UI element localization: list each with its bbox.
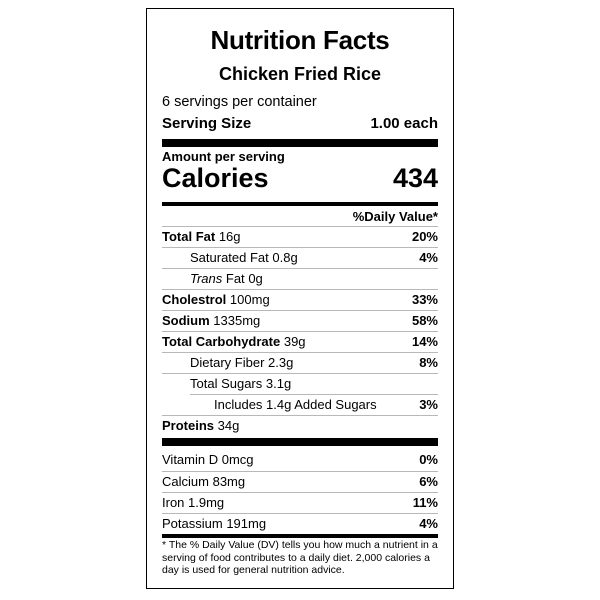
- row-divider: [162, 226, 438, 227]
- nutrient-row-added-sugars: Includes 1.4g Added Sugars 3%: [162, 394, 438, 415]
- nutrient-name: Trans: [190, 271, 223, 286]
- nutrient-dv: 3%: [419, 397, 438, 412]
- serving-size-value: 1.00 each: [370, 115, 438, 132]
- row-divider: [162, 415, 438, 416]
- vitamin-row-iron: Iron 1.9mg 11%: [162, 492, 438, 513]
- nutrient-dv: 20%: [411, 229, 438, 244]
- nutrient-amount: 2.3g: [268, 355, 294, 370]
- row-divider: [162, 331, 438, 332]
- vitamin-name: Calcium: [162, 474, 209, 489]
- row-divider: [162, 247, 438, 248]
- nutrient-row-saturated-fat: Saturated Fat 0.8g 4%: [162, 247, 438, 268]
- nutrient-dv: 58%: [411, 313, 438, 328]
- amount-per-serving: Amount per serving: [162, 149, 285, 164]
- nutrient-row-proteins: Proteins 34g: [162, 415, 438, 436]
- nutrient-amount: 16g: [218, 229, 241, 244]
- vitamin-row-potassium: Potassium 191mg 4%: [162, 513, 438, 534]
- row-divider: [162, 471, 438, 472]
- nutrient-name: Total Carbohydrate: [162, 334, 281, 349]
- row-divider: [162, 268, 438, 269]
- vitamin-name: Iron: [162, 495, 185, 510]
- food-name: Chicken Fried Rice: [218, 64, 382, 84]
- vitamin-amount: 0mcg: [221, 452, 254, 467]
- medium-divider: [162, 202, 438, 206]
- nutrient-amount: 39g: [283, 334, 306, 349]
- nutrient-amount: 0.8g: [272, 250, 298, 265]
- nutrient-amount: 3.1g: [265, 376, 292, 391]
- vitamin-amount: 83mg: [212, 474, 246, 489]
- vitamin-name: Potassium: [162, 516, 223, 531]
- vitamin-row-calcium: Calcium 83mg 6%: [162, 471, 438, 492]
- vitamin-row-vitamin-d: Vitamin D 0mcg 0%: [162, 449, 438, 470]
- row-divider: [162, 373, 438, 374]
- nutrient-name: Total Sugars: [190, 376, 263, 391]
- nutrient-amount: 1335mg: [213, 313, 261, 328]
- daily-value-footnote: * The % Daily Value (DV) tells you how m…: [162, 539, 438, 576]
- calories-label: Calories: [162, 163, 269, 193]
- nutrient-dv: 14%: [411, 334, 438, 349]
- nutrient-name: Sodium: [162, 313, 210, 328]
- nutrient-name: Includes 1.4g Added Sugars: [214, 397, 377, 412]
- nutrient-amount: 100mg: [229, 292, 270, 307]
- nutrient-row-dietary-fiber: Dietary Fiber 2.3g 8%: [162, 352, 438, 373]
- thick-divider: [162, 139, 438, 147]
- serving-size-row: Serving Size 1.00 each: [162, 115, 438, 132]
- row-divider: [162, 352, 438, 353]
- thick-divider: [162, 438, 438, 446]
- nutrient-row-trans-fat: Trans Fat 0g: [162, 268, 438, 289]
- nutrient-row-sodium: Sodium 1335mg 58%: [162, 310, 438, 331]
- vitamin-amount: 191mg: [226, 516, 267, 531]
- nutrient-name: Dietary Fiber: [190, 355, 265, 370]
- row-divider: [162, 310, 438, 311]
- daily-value-header: %Daily Value*: [352, 209, 438, 224]
- medium-divider: [162, 534, 438, 538]
- nutrient-amount: 34g: [217, 418, 240, 433]
- nutrient-name: Total Fat: [162, 229, 216, 244]
- vitamin-dv: 6%: [419, 474, 438, 489]
- label-title: Nutrition Facts: [210, 25, 390, 55]
- nutrient-row-total-carbohydrate: Total Carbohydrate 39g 14%: [162, 331, 438, 352]
- nutrient-amount: 0g: [248, 271, 263, 286]
- nutrient-name: Saturated Fat: [190, 250, 269, 265]
- nutrient-dv: 8%: [419, 355, 438, 370]
- nutrient-name-suffix: Fat: [225, 271, 245, 286]
- vitamin-name: Vitamin D: [162, 452, 219, 467]
- calories-value: 434: [392, 163, 438, 193]
- nutrient-dv: 33%: [411, 292, 438, 307]
- row-divider: [162, 513, 438, 514]
- serving-size-label: Serving Size: [162, 115, 252, 132]
- nutrient-name: Cholestrol: [162, 292, 227, 307]
- nutrient-row-total-fat: Total Fat 16g 20%: [162, 226, 438, 247]
- vitamin-dv: 4%: [419, 516, 438, 531]
- nutrient-name: Proteins: [162, 418, 215, 433]
- row-divider: [162, 492, 438, 493]
- vitamin-dv: 11%: [412, 495, 438, 510]
- vitamin-dv: 0%: [419, 452, 438, 467]
- row-divider: [162, 289, 438, 290]
- nutrition-facts-label: Nutrition Facts Chicken Fried Rice 6 ser…: [146, 8, 454, 589]
- nutrient-dv: 4%: [419, 250, 438, 265]
- row-divider: [190, 394, 438, 395]
- vitamin-amount: 1.9mg: [188, 495, 225, 510]
- calories-row: Calories 434: [162, 163, 438, 194]
- servings-per-container: 6 servings per container: [162, 94, 317, 110]
- nutrient-row-total-sugars: Total Sugars 3.1g: [162, 373, 438, 394]
- nutrient-row-cholestrol: Cholestrol 100mg 33%: [162, 289, 438, 310]
